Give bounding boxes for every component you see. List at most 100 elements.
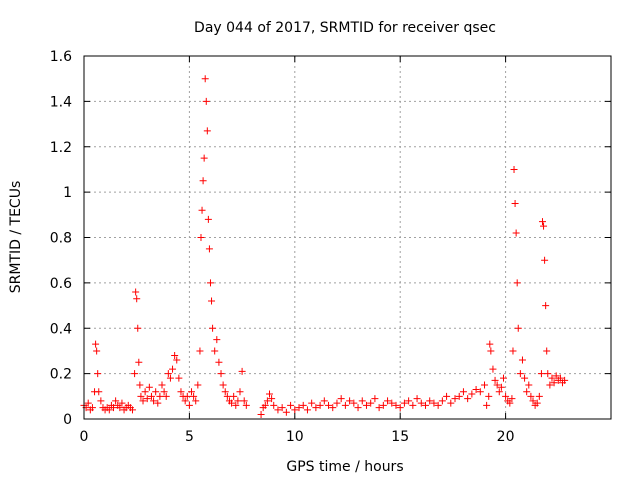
data-point [308, 399, 316, 407]
data-point [240, 397, 248, 405]
data-point [134, 324, 142, 332]
data-point [367, 399, 375, 407]
plot-frame [83, 55, 612, 420]
data-point [201, 75, 209, 83]
data-point [160, 388, 168, 396]
data-point [200, 154, 208, 162]
data-point [194, 381, 202, 389]
y-tick-label: 0.4 [50, 321, 72, 337]
data-point [173, 356, 181, 364]
data-point [489, 365, 497, 373]
data-point [88, 404, 96, 412]
data-point [274, 406, 282, 414]
data-points [80, 75, 569, 418]
x-tick-label: 15 [391, 429, 409, 445]
data-point [384, 397, 392, 405]
data-point [485, 392, 493, 400]
data-point [97, 397, 105, 405]
data-point [219, 381, 227, 389]
data-point [506, 399, 514, 407]
data-point [171, 351, 179, 359]
data-point [198, 206, 206, 214]
data-point [535, 392, 543, 400]
data-point [105, 406, 113, 414]
data-point [455, 392, 463, 400]
data-point [94, 370, 102, 378]
data-point [181, 397, 189, 405]
data-point [447, 399, 455, 407]
data-point [392, 401, 400, 409]
data-point [379, 401, 387, 409]
data-point [523, 388, 531, 396]
data-point [426, 397, 434, 405]
data-point [166, 374, 174, 382]
data-point [548, 374, 556, 382]
data-point [341, 401, 349, 409]
data-point [152, 388, 160, 396]
data-point [538, 218, 546, 226]
data-point [434, 401, 442, 409]
data-point [543, 347, 551, 355]
data-point [468, 390, 476, 398]
data-point [232, 401, 240, 409]
data-point [493, 381, 501, 389]
data-point [150, 397, 158, 405]
data-point [396, 404, 404, 412]
data-point [261, 401, 269, 409]
data-point [234, 397, 242, 405]
data-point [350, 399, 358, 407]
data-point [316, 401, 324, 409]
data-point [354, 404, 362, 412]
data-point [131, 370, 139, 378]
data-point [236, 388, 244, 396]
data-point [270, 401, 278, 409]
data-point [346, 397, 354, 405]
data-point [388, 399, 396, 407]
x-axis-label: GPS time / hours [286, 459, 403, 475]
data-point [375, 404, 383, 412]
data-point [183, 392, 191, 400]
data-point [510, 165, 518, 173]
data-point [196, 347, 204, 355]
data-point [282, 408, 290, 416]
data-point [430, 399, 438, 407]
data-point [95, 388, 103, 396]
data-point [312, 404, 320, 412]
x-tick-labels: 0 5 10 15 20 [80, 429, 515, 445]
data-point [268, 395, 276, 403]
data-point [162, 392, 170, 400]
data-point [481, 381, 489, 389]
data-point [464, 395, 472, 403]
data-point [190, 392, 198, 400]
data-point [164, 370, 172, 378]
data-point [525, 381, 533, 389]
data-point [147, 392, 155, 400]
data-point [118, 399, 126, 407]
data-point [263, 397, 271, 405]
data-point [491, 376, 499, 384]
data-point [132, 288, 140, 296]
data-point [513, 279, 521, 287]
data-point [116, 404, 124, 412]
data-point [511, 199, 519, 207]
data-point [495, 388, 503, 396]
data-point [497, 383, 505, 391]
data-point [486, 340, 494, 348]
data-point [529, 397, 537, 405]
data-point [203, 127, 211, 135]
data-point [202, 97, 210, 105]
data-point [337, 395, 345, 403]
data-point [188, 388, 196, 396]
x-tick-label: 5 [185, 429, 194, 445]
data-point [197, 234, 205, 241]
data-point [552, 372, 560, 380]
y-tick-label: 1 [63, 185, 72, 201]
data-point [325, 401, 333, 409]
data-point [238, 367, 246, 375]
data-point [137, 392, 145, 400]
data-point [135, 358, 143, 366]
data-point [177, 388, 185, 396]
data-point [128, 406, 136, 414]
data-point [208, 297, 216, 305]
data-point [217, 370, 225, 378]
